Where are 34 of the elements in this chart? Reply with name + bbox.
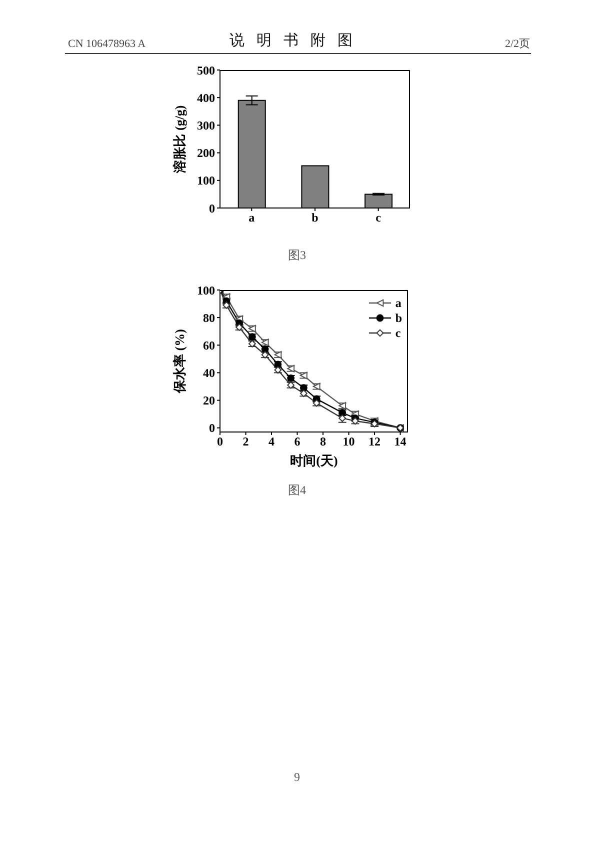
y-tick-label: 400 [197,90,215,105]
y-tick-label: 300 [197,118,215,132]
x-tick-label: 14 [394,434,406,449]
legend-label: b [395,311,402,325]
y-tick-label: 60 [203,338,215,352]
x-tick-label: 10 [342,434,355,449]
y-tick-label: 100 [197,174,215,188]
y-tick-label: 0 [209,421,215,436]
x-tick-label: a [248,210,255,225]
y-tick-label: 20 [203,394,215,408]
x-axis-title: 时间(天) [290,453,338,468]
x-tick-label: 6 [294,434,300,449]
x-tick-label: b [312,210,319,225]
x-tick-label: 12 [368,434,381,449]
caption: 图3 [288,248,306,262]
x-tick-label: c [376,210,382,225]
text: 说明书附图 [230,33,364,49]
legend-label: c [395,326,401,340]
legend-label: a [395,296,402,310]
text: 2/2页 [504,38,530,50]
y-tick-label: 0 [209,201,215,216]
x-tick-label: 4 [268,434,275,449]
text: CN 106478963 A [68,38,146,50]
y-axis-title: 溶胀比 (g/g) [172,105,186,174]
y-tick-label: 80 [203,310,215,325]
y-axis-title: 保水率 (%) [172,329,186,394]
y-tick-label: 100 [197,283,215,298]
x-tick-label: 2 [242,434,249,449]
caption: 图4 [288,483,306,497]
y-tick-label: 500 [197,63,215,78]
x-tick-label: 8 [320,434,326,449]
y-tick-label: 40 [203,366,215,380]
text: 9 [294,770,300,784]
y-tick-label: 200 [197,146,215,160]
